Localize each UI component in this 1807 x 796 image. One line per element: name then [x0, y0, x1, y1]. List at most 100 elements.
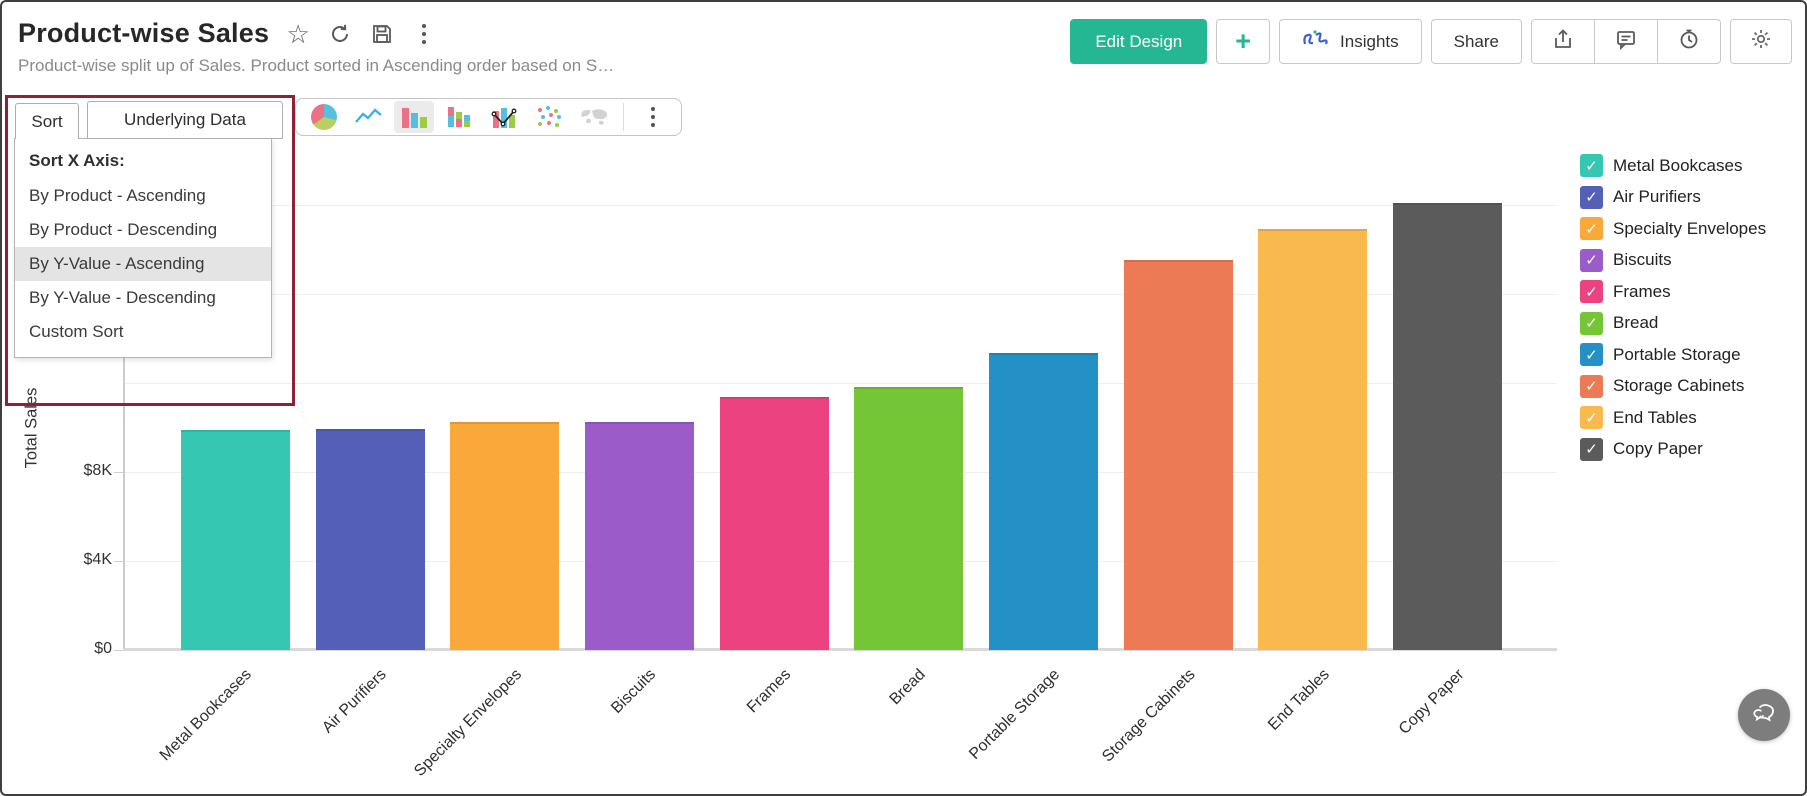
legend-checkbox[interactable]: ✓: [1580, 154, 1603, 177]
refresh-icon[interactable]: [327, 21, 353, 47]
page-title: Product-wise Sales: [18, 18, 270, 48]
more-options-icon[interactable]: [411, 21, 437, 47]
y-tick-label: $8K: [83, 462, 112, 479]
gear-icon: [1749, 27, 1773, 56]
bar-storage-cabinets[interactable]: [1123, 259, 1233, 650]
x-axis-label: Biscuits: [608, 666, 660, 718]
gridline: [124, 472, 1557, 473]
x-axis-label: Copy Paper: [1395, 666, 1468, 738]
legend-label: Portable Storage: [1613, 344, 1741, 364]
chat-support-button[interactable]: [1738, 689, 1790, 741]
legend-item-metal-bookcases[interactable]: ✓ Metal Bookcases: [1580, 154, 1766, 177]
x-axis: [123, 648, 1557, 651]
y-tick-label: $4K: [83, 551, 112, 568]
settings-button[interactable]: [1730, 19, 1792, 64]
comments-button[interactable]: [1594, 19, 1658, 64]
scatter-chart-icon[interactable]: [529, 101, 569, 133]
legend-item-copy-paper[interactable]: ✓ Copy Paper: [1580, 437, 1766, 461]
bar-biscuits[interactable]: [584, 421, 694, 650]
legend-checkbox[interactable]: ✓: [1580, 185, 1603, 209]
bar-chart-icon[interactable]: [394, 101, 434, 133]
gridline: [124, 294, 1557, 295]
legend-item-air-purifiers[interactable]: ✓ Air Purifiers: [1580, 185, 1766, 209]
bar-frames[interactable]: [719, 397, 829, 650]
insights-button-label: Insights: [1340, 31, 1399, 51]
bar-metal-bookcases[interactable]: [180, 429, 290, 650]
gridline: [124, 561, 1557, 562]
add-button[interactable]: +: [1216, 19, 1271, 64]
x-axis-label: Frames: [743, 666, 795, 717]
bar-copy-paper[interactable]: [1393, 202, 1503, 650]
legend-label: Air Purifiers: [1613, 187, 1701, 206]
line-chart-icon[interactable]: [349, 101, 389, 133]
legend-item-storage-cabinets[interactable]: ✓ Storage Cabinets: [1580, 374, 1766, 398]
legend-label: Biscuits: [1613, 250, 1672, 269]
share-button[interactable]: Share: [1430, 19, 1522, 64]
export-icon: [1552, 28, 1574, 55]
tab-underlying-data[interactable]: Underlying Data: [87, 101, 283, 139]
bar-end-tables[interactable]: [1258, 229, 1368, 650]
gridline: [124, 383, 1557, 384]
legend-item-biscuits[interactable]: ✓ Biscuits: [1580, 248, 1766, 272]
y-tick: [114, 472, 123, 473]
x-axis-label: Metal Bookcases: [157, 666, 256, 765]
edit-design-button[interactable]: Edit Design: [1070, 19, 1208, 64]
schedule-button[interactable]: [1657, 19, 1721, 64]
save-icon[interactable]: [369, 21, 395, 47]
legend-checkbox[interactable]: ✓: [1580, 248, 1603, 272]
x-axis-label: Portable Storage: [966, 666, 1064, 763]
legend-checkbox[interactable]: ✓: [1580, 280, 1603, 303]
pie-chart-icon[interactable]: [304, 101, 344, 133]
zia-insights-icon: [1302, 28, 1332, 55]
bar-bread[interactable]: [854, 387, 964, 650]
legend-checkbox[interactable]: ✓: [1580, 343, 1603, 366]
sort-menu-item[interactable]: By Y-Value - Descending: [29, 288, 216, 307]
legend-checkbox[interactable]: ✓: [1580, 217, 1603, 240]
legend-checkbox[interactable]: ✓: [1580, 437, 1603, 461]
sort-menu-item[interactable]: By Product - Ascending: [29, 186, 206, 205]
sort-menu-item[interactable]: Custom Sort: [29, 322, 124, 341]
bar-air-purifiers[interactable]: [315, 428, 425, 650]
toolbar-divider: [623, 103, 624, 131]
legend-item-portable-storage[interactable]: ✓ Portable Storage: [1580, 343, 1766, 366]
legend-checkbox[interactable]: ✓: [1580, 374, 1603, 398]
bar-specialty-envelopes[interactable]: [450, 421, 560, 650]
legend-item-specialty-envelopes[interactable]: ✓ Specialty Envelopes: [1580, 217, 1766, 240]
y-tick: [114, 561, 123, 562]
stacked-bar-chart-icon[interactable]: [439, 101, 479, 133]
legend-item-bread[interactable]: ✓ Bread: [1580, 311, 1766, 335]
header-actions: Edit Design + Insights Share: [1070, 19, 1792, 64]
chart-legend: ✓ Metal Bookcases ✓ Air Purifiers ✓ Specialty…: [1580, 154, 1766, 461]
insights-button[interactable]: Insights: [1279, 19, 1422, 64]
legend-item-frames[interactable]: ✓ Frames: [1580, 280, 1766, 303]
gridline: [124, 205, 1557, 206]
chart-type-toolbar: [295, 98, 682, 136]
legend-label: Copy Paper: [1613, 439, 1703, 458]
legend-label: End Tables: [1613, 407, 1697, 427]
x-axis-label: End Tables: [1265, 666, 1333, 734]
alarm-clock-icon: [1678, 28, 1700, 55]
tab-underlying-data-label: Underlying Data: [124, 110, 246, 129]
sort-menu-header: Sort X Axis:: [29, 151, 125, 170]
map-chart-icon[interactable]: [574, 101, 614, 133]
sort-menu-item[interactable]: By Y-Value - Ascending: [15, 247, 271, 281]
legend-item-end-tables[interactable]: ✓ End Tables: [1580, 406, 1766, 429]
sort-menu-items: By Product - Ascending By Product - Desce…: [15, 179, 271, 349]
legend-checkbox[interactable]: ✓: [1580, 311, 1603, 335]
legend-checkbox[interactable]: ✓: [1580, 406, 1603, 429]
sort-menu-item[interactable]: By Product - Descending: [29, 220, 218, 239]
export-button[interactable]: [1531, 19, 1595, 64]
y-axis-title: Total Sales: [22, 387, 41, 469]
more-chart-types-icon[interactable]: [633, 101, 673, 133]
chat-bubbles-icon: [1749, 698, 1779, 733]
legend-label: Specialty Envelopes: [1613, 218, 1767, 238]
legend-label: Storage Cabinets: [1613, 376, 1745, 395]
bar-portable-storage[interactable]: [989, 352, 1098, 650]
combo-chart-icon[interactable]: [484, 101, 524, 133]
tab-sort[interactable]: Sort: [15, 103, 79, 139]
x-axis-label: Specialty Envelopes: [410, 666, 525, 780]
legend-label: Bread: [1613, 313, 1659, 332]
favorite-star-icon[interactable]: ☆: [286, 18, 310, 49]
report-description: Product-wise split up of Sales. Product …: [18, 56, 615, 75]
